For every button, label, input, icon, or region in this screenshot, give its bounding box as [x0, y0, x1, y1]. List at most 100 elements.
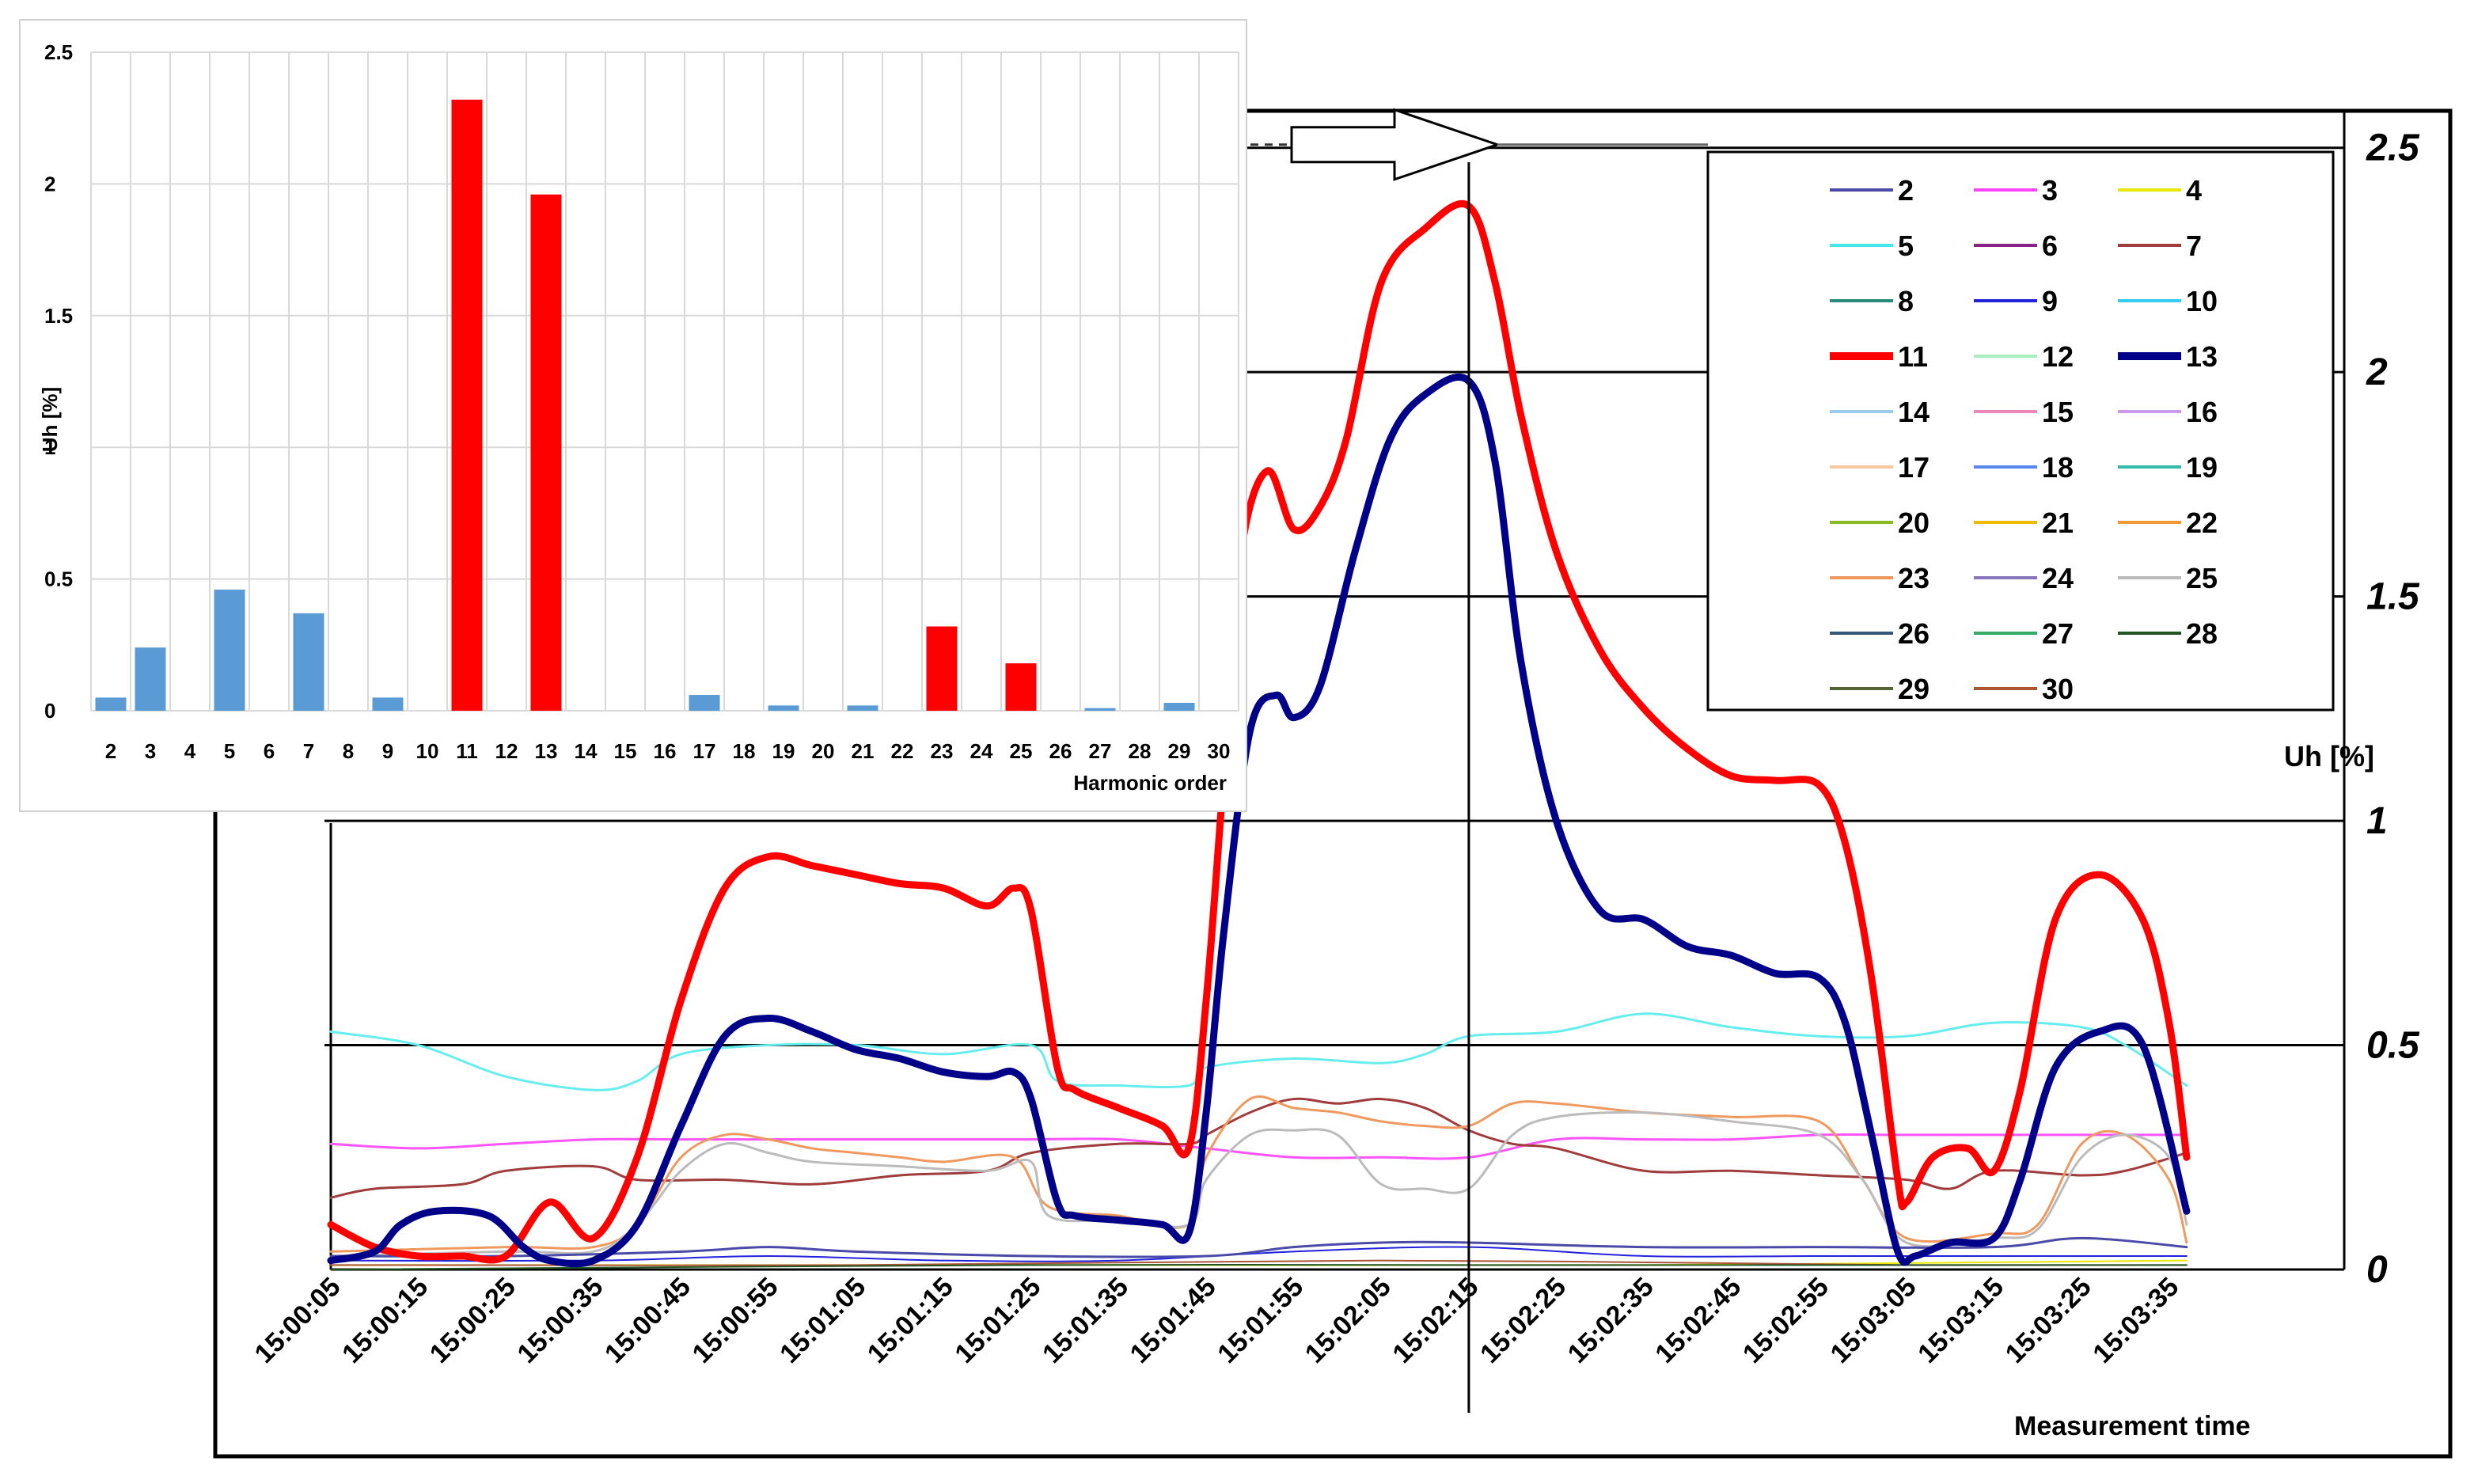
inset-bar-h17 [689, 695, 720, 711]
inset-y-tick-label: 1 [44, 435, 55, 459]
inset-y-tick-label: 2 [44, 172, 55, 195]
inset-bar-h23 [926, 626, 958, 711]
inset-bar-h11 [451, 99, 483, 712]
main-y-tick-label: 2.5 [2366, 127, 2420, 169]
inset-x-tick-label: 19 [772, 739, 795, 763]
inset-chart-frame [19, 19, 1247, 812]
main-series-group [327, 200, 2191, 1270]
legend-label: 11 [1898, 340, 1928, 373]
inset-x-tick-label: 11 [456, 739, 478, 763]
inset-x-tick-label: 26 [1049, 739, 1072, 763]
legend-label: 19 [2186, 451, 2218, 484]
legend-label: 5 [1898, 230, 1914, 262]
legend-label: 7 [2186, 230, 2202, 262]
legend-label: 29 [1898, 673, 1929, 705]
inset-bar-h25 [1005, 663, 1037, 711]
legend-label: 27 [2042, 617, 2074, 650]
inset-x-tick-label: 29 [1168, 739, 1191, 763]
inset-x-tick-label: 6 [264, 739, 275, 763]
inset-x-tick-label: 17 [693, 739, 716, 763]
inset-chart: 0 0.5 1 1.5 2 2.5 2 3 4 5 6 7 8 9 10 11 12 13 14 15 16 17 18 1… [19, 19, 1247, 812]
inset-x-tick-label: 25 [1010, 739, 1033, 763]
legend-label: 15 [2042, 396, 2074, 428]
inset-y-tick-labels: 0 0.5 1 1.5 2 2.5 [44, 40, 73, 723]
inset-y-tick-label: 0 [44, 699, 55, 723]
inset-bar-h19 [768, 705, 799, 711]
legend-label: 3 [2042, 174, 2058, 207]
series-line-h28 [330, 1263, 2188, 1270]
series-line-h2 [329, 1236, 2188, 1258]
inset-x-tick-label: 3 [145, 739, 156, 763]
legend-label: 16 [2186, 396, 2218, 428]
legend-label: 28 [2186, 617, 2218, 650]
inset-x-axis-label: Harmonic order [1073, 771, 1227, 795]
inset-x-tick-label: 30 [1208, 739, 1231, 763]
inset-x-tick-label: 9 [382, 739, 393, 763]
inset-x-tick-label: 21 [852, 739, 875, 763]
main-y-tick-label: 0 [2366, 1249, 2388, 1291]
inset-x-tick-label: 14 [575, 739, 598, 763]
main-y-tick-label: 0.5 [2366, 1025, 2420, 1067]
arrow-icon [1290, 108, 1501, 181]
inset-x-tick-label: 12 [495, 739, 518, 763]
main-y-tick-labels: 0 0.5 1 1.5 2 2.5 [2366, 127, 2420, 1291]
legend-label: 22 [2186, 507, 2218, 539]
legend-box [1706, 150, 2335, 712]
inset-x-tick-label: 8 [343, 739, 354, 763]
series-line-h11 [327, 200, 2191, 1264]
inset-x-tick-label: 2 [105, 739, 116, 763]
legend-label: 6 [2042, 230, 2058, 262]
inset-x-tick-label: 15 [614, 739, 637, 763]
legend-label: 18 [2042, 451, 2074, 484]
inset-bar-h3 [135, 647, 166, 711]
inset-bar-h27 [1084, 708, 1116, 711]
inset-y-tick-label: 2.5 [44, 40, 73, 64]
inset-x-tick-label: 20 [812, 739, 835, 763]
main-y-tick-label: 1 [2366, 800, 2388, 842]
inset-y-tick-label: 0.5 [44, 567, 73, 591]
inset-x-tick-label: 13 [535, 739, 558, 763]
series-line-h13 [327, 374, 2191, 1268]
inset-x-tick-label: 18 [733, 739, 756, 763]
legend-label: 24 [2042, 562, 2074, 594]
inset-x-tick-label: 10 [416, 739, 439, 763]
legend-label: 13 [2186, 340, 2218, 373]
legend-label: 23 [1898, 562, 1929, 594]
inset-y-axis-label: Uh [%] [38, 387, 62, 452]
inset-x-tick-label: 24 [970, 739, 993, 763]
legend-label: 2 [1898, 174, 1914, 207]
inset-bar-h21 [847, 705, 878, 711]
inset-bar-h2 [95, 697, 127, 711]
inset-bar-h29 [1163, 703, 1195, 711]
legend-label: 9 [2042, 285, 2058, 317]
inset-x-tick-label: 22 [891, 739, 914, 763]
inset-x-tick-label: 7 [303, 739, 314, 763]
inset-bar-h7 [293, 613, 324, 711]
inset-bar-h13 [530, 194, 562, 711]
inset-y-tick-label: 1.5 [44, 304, 73, 328]
inset-x-tick-label: 27 [1089, 739, 1112, 763]
arrow-indicator [1250, 108, 1708, 181]
legend-label: 20 [1898, 507, 1929, 539]
legend-label: 26 [1898, 617, 1929, 650]
series-line-h9 [330, 1246, 2188, 1262]
legend-label: 25 [2186, 562, 2218, 594]
inset-x-tick-label: 5 [224, 739, 235, 763]
main-y-tick-label: 1.5 [2366, 576, 2420, 618]
legend-label: 14 [1898, 396, 1929, 428]
main-y-axis-label: Uh [%] [2284, 740, 2374, 772]
inset-x-tick-label: 4 [184, 739, 196, 763]
legend-label: 10 [2186, 285, 2218, 317]
inset-bar-h5 [214, 589, 245, 711]
inset-x-tick-label: 16 [654, 739, 677, 763]
legend-label: 21 [2042, 507, 2074, 539]
legend-label: 4 [2186, 174, 2202, 207]
legend-label: 30 [2042, 673, 2074, 705]
inset-x-tick-labels: 2 3 4 5 6 7 8 9 10 11 12 13 14 15 16 17 18 19 20 21 22 23 24 25… [105, 739, 1231, 763]
legend-label: 17 [1898, 451, 1929, 484]
legend-label: 8 [1898, 285, 1914, 317]
inset-bar-h9 [372, 697, 404, 711]
